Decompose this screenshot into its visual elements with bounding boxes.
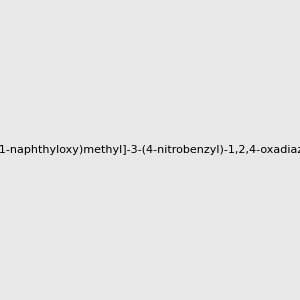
Text: 5-[(1-naphthyloxy)methyl]-3-(4-nitrobenzyl)-1,2,4-oxadiazole: 5-[(1-naphthyloxy)methyl]-3-(4-nitrobenz… bbox=[0, 145, 300, 155]
